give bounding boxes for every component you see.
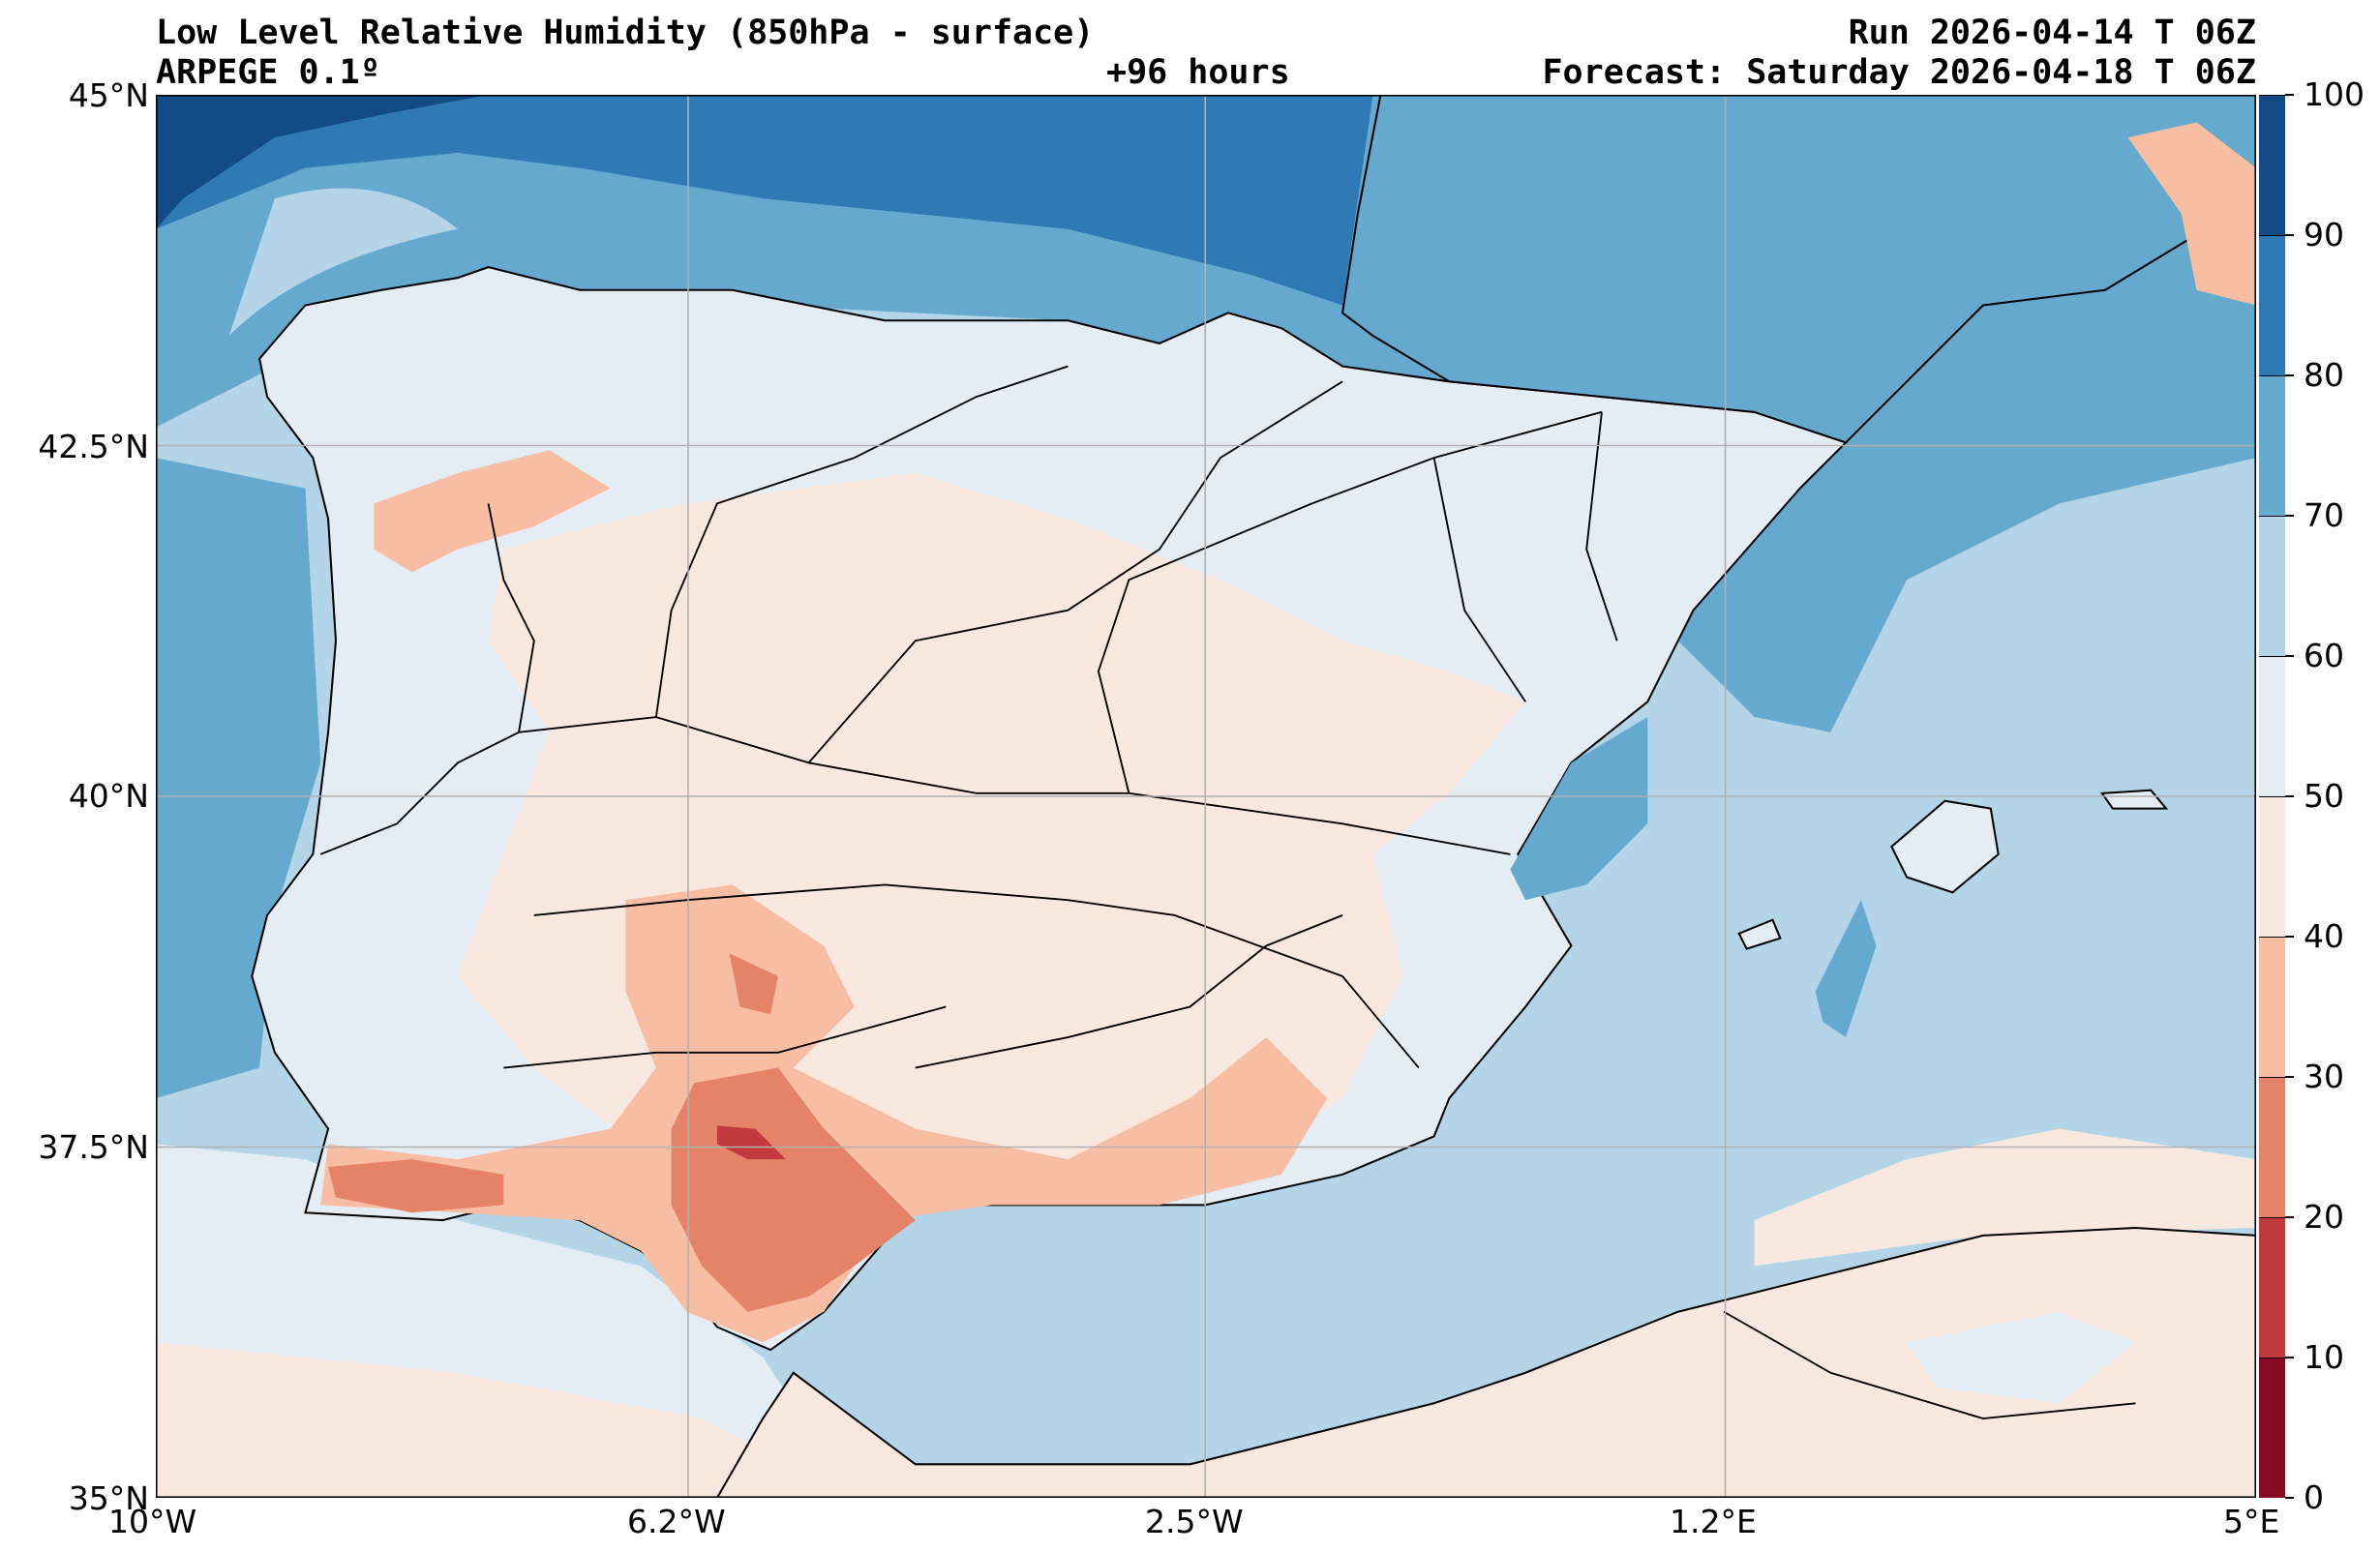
lat-label-45n: 45°N — [68, 76, 149, 114]
lon-label-10w: 10°W — [108, 1503, 197, 1540]
humidity-30-40-alps — [2127, 122, 2256, 306]
humidity-40-50-southwest — [156, 1342, 855, 1498]
colorbar-tick — [2285, 1357, 2294, 1358]
humidity-70-80-balearic — [1815, 900, 1877, 1038]
colorbar-segment — [2259, 1358, 2285, 1498]
colorbar-tick-label: 40 — [2304, 917, 2344, 955]
colorbar-tick — [2285, 795, 2294, 797]
colorbar-tick — [2285, 1216, 2294, 1218]
lat-label-40n: 40°N — [68, 777, 149, 815]
colorbar-tick-label: 90 — [2304, 216, 2344, 254]
north-africa — [715, 1227, 2256, 1498]
colorbar-tick-label: 70 — [2304, 496, 2344, 534]
lat-label-35n: 35°N — [68, 1479, 149, 1517]
colorbar-tick-label: 0 — [2304, 1478, 2324, 1516]
humidity-70-80-med — [1510, 717, 1648, 901]
colorbar-segment — [2259, 796, 2285, 937]
humidity-30-40-northwest — [374, 450, 611, 573]
lat-label-37-5n: 37.5°N — [38, 1128, 149, 1166]
colorbar-tick — [2285, 1076, 2294, 1078]
colorbar-tick-label: 50 — [2304, 777, 2344, 815]
colorbar-segment — [2259, 1217, 2285, 1358]
ibiza — [1737, 918, 1782, 950]
colorbar-tick — [2285, 374, 2294, 376]
graticule — [156, 95, 2256, 1498]
lat-label-42-5n: 42.5°N — [38, 428, 149, 465]
colorbar-tick — [2285, 936, 2294, 938]
lon-label-5e: 5°E — [2223, 1503, 2280, 1540]
humidity-80-90-north — [156, 95, 1373, 306]
humidity-20-30-sierra — [729, 953, 778, 1015]
humidity-10-20-core — [716, 1125, 786, 1160]
forecast-label: Forecast: Saturday 2026-04-18 T 06Z — [1542, 53, 2256, 92]
colorbar-tick — [2285, 94, 2294, 96]
lon-label-6-2w: 6.2°W — [627, 1503, 726, 1540]
colorbar-tick-label: 20 — [2304, 1198, 2344, 1236]
colorbar-segment — [2259, 1077, 2285, 1217]
lon-label-1-2e: 1.2°E — [1670, 1503, 1757, 1540]
humidity-70-80-west — [156, 458, 321, 1099]
colorbar-segment — [2259, 375, 2285, 516]
humidity-90-100-north — [156, 95, 489, 229]
colorbar-segment — [2259, 95, 2285, 235]
humidity-20-30-algarve — [328, 1159, 504, 1213]
lead-time-label: +96 hours — [1106, 53, 1290, 92]
colorbar-tick — [2285, 234, 2294, 236]
colorbar-tick — [2285, 655, 2294, 657]
model-label: ARPEGE 0.1º — [156, 53, 380, 92]
colorbar — [2259, 95, 2285, 1498]
menorca — [2099, 789, 2169, 810]
mallorca — [1890, 799, 2000, 894]
colorbar-tick-label: 10 — [2304, 1338, 2344, 1376]
colorbar-tick-label: 80 — [2304, 356, 2344, 394]
colorbar-tick — [2285, 1497, 2294, 1499]
colorbar-tick-label: 30 — [2304, 1058, 2344, 1095]
humidity-60-70-biscay — [228, 188, 459, 337]
colorbar-segment — [2259, 937, 2285, 1077]
province-borders — [319, 365, 2136, 1420]
humidity-map — [156, 95, 2256, 1498]
colorbar-segment — [2259, 235, 2285, 375]
humidity-50-60-atlas — [1907, 1311, 2136, 1404]
humidity-30-40-south — [320, 884, 1328, 1343]
humidity-40-50-algeria-sea — [1754, 1128, 2256, 1267]
colorbar-tick-label: 100 — [2304, 75, 2365, 113]
colorbar-tick-label: 60 — [2304, 637, 2344, 674]
run-label: Run 2026-04-14 T 06Z — [1848, 14, 2256, 52]
colorbar-segment — [2259, 516, 2285, 656]
colorbar-segment — [2259, 656, 2285, 796]
lon-label-2-5w: 2.5°W — [1145, 1503, 1244, 1540]
map-title: Low Level Relative Humidity (850hPa - su… — [156, 14, 1095, 52]
colorbar-tick — [2285, 515, 2294, 517]
